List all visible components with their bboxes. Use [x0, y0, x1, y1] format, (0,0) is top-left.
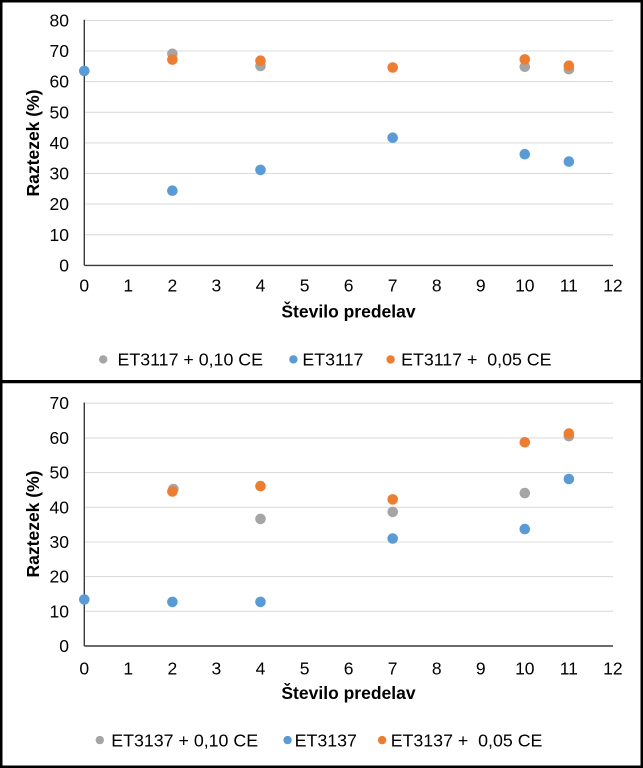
svg-text:10: 10	[50, 225, 70, 245]
svg-text:30: 30	[50, 164, 70, 184]
svg-text:2: 2	[168, 658, 178, 678]
svg-text:12: 12	[603, 276, 622, 296]
svg-text:30: 30	[50, 532, 70, 552]
svg-text:60: 60	[50, 72, 70, 92]
svg-text:70: 70	[50, 41, 70, 61]
svg-text:3: 3	[212, 276, 222, 296]
svg-text:60: 60	[50, 428, 70, 448]
svg-text:0: 0	[59, 636, 69, 656]
svg-text:50: 50	[50, 463, 70, 483]
svg-text:Število predelav: Število predelav	[281, 682, 415, 703]
svg-text:ET3117: ET3117	[302, 350, 363, 370]
svg-text:ET3137: ET3137	[295, 730, 357, 750]
svg-text:70: 70	[50, 393, 70, 413]
svg-text:5: 5	[300, 658, 310, 678]
svg-text:11: 11	[560, 658, 578, 678]
svg-text:10: 10	[515, 276, 535, 296]
svg-text:9: 9	[476, 658, 486, 678]
svg-text:7: 7	[388, 276, 398, 296]
svg-text:Raztezek (%): Raztezek (%)	[23, 90, 43, 197]
svg-text:6: 6	[344, 276, 354, 296]
svg-text:4: 4	[256, 276, 266, 296]
svg-text:1: 1	[123, 276, 133, 296]
svg-text:50: 50	[50, 102, 70, 122]
svg-text:ET3137 + 0,05 CE: ET3137 + 0,05 CE	[391, 730, 543, 750]
svg-text:9: 9	[476, 276, 486, 296]
svg-text:11: 11	[560, 276, 578, 296]
svg-text:5: 5	[300, 276, 310, 296]
svg-text:8: 8	[432, 658, 442, 678]
svg-text:2: 2	[168, 276, 178, 296]
svg-text:1: 1	[123, 658, 133, 678]
svg-text:0: 0	[79, 658, 89, 678]
svg-text:20: 20	[50, 194, 70, 214]
svg-text:ET3117 + 0,10 CE: ET3117 + 0,10 CE	[118, 350, 264, 370]
svg-text:40: 40	[50, 497, 70, 517]
svg-text:10: 10	[50, 601, 70, 621]
svg-text:Število predelav: Število predelav	[281, 300, 415, 321]
svg-text:6: 6	[344, 658, 354, 678]
svg-text:3: 3	[212, 658, 222, 678]
svg-text:40: 40	[50, 133, 70, 153]
svg-text:8: 8	[432, 276, 442, 296]
svg-text:20: 20	[50, 567, 70, 587]
svg-text:80: 80	[50, 10, 70, 30]
svg-text:12: 12	[603, 658, 622, 678]
svg-text:0: 0	[79, 276, 89, 296]
svg-text:10: 10	[515, 658, 535, 678]
svg-text:ET3117 + 0,05 CE: ET3117 + 0,05 CE	[401, 350, 552, 370]
svg-text:Raztezek (%): Raztezek (%)	[23, 471, 43, 578]
svg-text:ET3137 + 0,10 CE: ET3137 + 0,10 CE	[111, 730, 258, 750]
svg-text:4: 4	[256, 658, 266, 678]
svg-text:0: 0	[59, 255, 69, 275]
svg-text:7: 7	[388, 658, 398, 678]
